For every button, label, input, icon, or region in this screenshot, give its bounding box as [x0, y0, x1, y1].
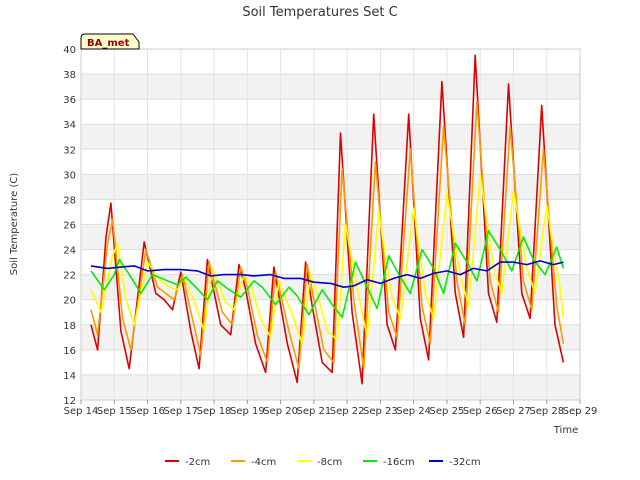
x-tick-label: Sep 14	[64, 406, 99, 417]
x-tick-label: Sep 20	[263, 406, 298, 417]
y-tick-label: 32	[63, 145, 76, 156]
grid-band	[81, 174, 580, 200]
station-badge: BA_met	[80, 33, 140, 50]
y-tick-label: 18	[63, 321, 76, 332]
x-tick-label: Sep 27	[496, 406, 531, 417]
y-tick-label: 20	[63, 296, 76, 307]
x-tick-label: Sep 28	[529, 406, 564, 417]
grid-band	[81, 124, 580, 150]
x-tick-label: Sep 22	[330, 406, 365, 417]
y-tick-label: 38	[63, 70, 76, 81]
legend-label: -8cm	[317, 457, 342, 468]
x-tick-label: Sep 17	[163, 406, 198, 417]
legend-label: -16cm	[383, 457, 415, 468]
x-tick-label: Sep 21	[296, 406, 331, 417]
x-tick-label: Sep 25	[430, 406, 465, 417]
series-line-16cmcm-line	[90, 230, 565, 319]
chart-title: Soil Temperatures Set C	[242, 5, 397, 20]
grid-band	[81, 324, 580, 350]
y-tick-label: 34	[63, 120, 76, 131]
grid-band	[81, 74, 580, 100]
y-axis-label: Soil Temperature (C)	[9, 173, 20, 276]
legend: -2cm -4cm -8cm -16cm -32cm	[165, 457, 481, 468]
y-tick-label: 14	[63, 371, 76, 382]
plot-bands	[81, 74, 580, 400]
series-line-8cmcm-line	[90, 173, 565, 345]
legend-label: -2cm	[185, 457, 210, 468]
x-tick-label: Sep 26	[463, 406, 498, 417]
y-tick-label: 16	[63, 346, 76, 357]
y-tick-label: 12	[63, 396, 76, 407]
x-tick-label: Sep 16	[130, 406, 165, 417]
grid-band	[81, 224, 580, 250]
y-tick-label: 26	[63, 221, 76, 232]
series-line-32cmcm-line	[90, 260, 564, 289]
station-badge-label: BA_met	[87, 38, 130, 49]
y-tick-label: 22	[63, 271, 76, 282]
series-line-4cmcm-line	[90, 100, 565, 370]
legend-label: -4cm	[251, 457, 276, 468]
y-tick-label: 36	[63, 95, 76, 106]
x-tick-label: Sep 18	[197, 406, 232, 417]
plot-frame	[80, 48, 581, 401]
y-tick-label: 40	[63, 45, 76, 56]
legend-label: -32cm	[449, 457, 481, 468]
grid-band	[81, 274, 580, 300]
y-tick-label: 24	[63, 246, 76, 257]
x-axis-label: Time	[553, 425, 578, 436]
x-tick-label: Sep 15	[97, 406, 132, 417]
x-tick-label: Sep 19	[230, 406, 265, 417]
grid-band	[81, 374, 580, 400]
x-tick-label: Sep 23	[363, 406, 398, 417]
y-tick-label: 28	[63, 195, 76, 206]
x-tick-label: Sep 29	[563, 406, 598, 417]
x-tick-label: Sep 24	[396, 406, 431, 417]
series-layer	[90, 54, 565, 385]
y-tick-label: 30	[63, 170, 76, 181]
